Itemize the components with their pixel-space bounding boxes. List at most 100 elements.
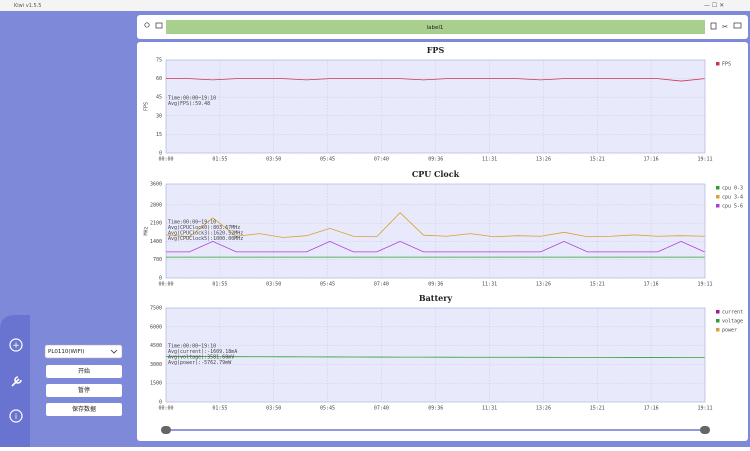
legend-label: cpu 3-4 (722, 195, 743, 201)
button-label: 暂停 (78, 386, 90, 394)
series-line (166, 241, 705, 253)
chart-title: CPU Clock (412, 169, 460, 179)
x-tick-label: 09:36 (428, 282, 443, 288)
y-tick-label: 0 (159, 400, 162, 406)
annotation: Avg(current):-1609.18mA (168, 349, 237, 355)
legend-swatch (716, 328, 720, 332)
y-tick-label: 45 (156, 95, 162, 101)
annotation: Time:00:00~19:10 (168, 344, 216, 350)
x-tick-label: 17:16 (644, 406, 659, 412)
x-tick-label: 15:21 (590, 282, 605, 288)
toolbar-label: label1 (427, 25, 444, 31)
legend-label: current (722, 310, 743, 316)
y-tick-label: 0 (159, 276, 162, 282)
window-controls[interactable]: — ☐ ✕ (704, 2, 724, 9)
series-line (166, 356, 705, 358)
x-tick-label: 00:00 (158, 282, 173, 288)
title-bar (0, 0, 750, 11)
image-icon[interactable] (155, 22, 163, 29)
x-tick-label: 17:16 (644, 282, 659, 288)
y-axis-label: MHz (144, 226, 150, 235)
annotation: Avg(FPS):59.48 (168, 101, 210, 107)
legend-swatch (716, 195, 720, 199)
info-icon-glyph: i (15, 412, 17, 421)
plot-area (165, 59, 706, 154)
legend-swatch (716, 319, 720, 323)
x-tick-label: 13:26 (536, 406, 551, 412)
x-tick-label: 15:21 (590, 157, 605, 163)
user-icon[interactable] (144, 22, 150, 28)
x-tick-label: 07:40 (374, 157, 389, 163)
chart-title: Battery (419, 293, 453, 303)
x-tick-label: 13:26 (536, 157, 551, 163)
annotation: Avg(power):-5762.79mW (168, 360, 232, 366)
window-title: Kiwi v1.5.5 (14, 3, 41, 9)
x-tick-label: 07:40 (374, 282, 389, 288)
pause-button[interactable] (46, 384, 122, 397)
chart-title: FPS (427, 45, 445, 55)
settings-icon[interactable] (11, 376, 22, 387)
x-tick-label: 11:31 (482, 157, 497, 163)
x-tick-label: 05:45 (320, 157, 335, 163)
annotation: Avg(CPUClock0):803.67MHz (168, 225, 240, 231)
x-tick-label: 19:11 (697, 406, 712, 412)
x-tick-label: 01:55 (212, 157, 227, 163)
x-tick-label: 05:45 (320, 406, 335, 412)
annotation: Avg(CPUClock5):1000.00MHz (168, 236, 243, 242)
legend-swatch (716, 310, 720, 314)
y-tick-label: 75 (156, 58, 162, 64)
x-tick-label: 09:36 (428, 157, 443, 163)
legend-label: FPS (722, 62, 731, 68)
save-button[interactable] (46, 403, 122, 416)
y-tick-label: 6000 (150, 324, 162, 330)
y-tick-label: 2100 (150, 221, 162, 227)
annotation: Time:00:00~19:10 (168, 96, 216, 102)
y-tick-label: 4500 (150, 343, 162, 349)
y-tick-label: 2800 (150, 202, 162, 208)
label-bar (166, 20, 705, 34)
y-tick-label: 1500 (150, 381, 162, 387)
x-tick-label: 19:11 (697, 157, 712, 163)
annotation: Time:00:00~19:10 (168, 220, 216, 226)
cut-icon[interactable]: ✂ (722, 23, 728, 31)
y-tick-label: 7500 (150, 306, 162, 312)
legend-label: voltage (722, 319, 743, 325)
y-tick-label: 30 (156, 113, 162, 119)
x-tick-label: 01:55 (212, 406, 227, 412)
x-tick-label: 00:00 (158, 157, 173, 163)
y-tick-label: 1400 (150, 239, 162, 245)
legend-swatch (716, 204, 720, 208)
legend-label: cpu 5-6 (722, 204, 743, 210)
x-tick-label: 01:55 (212, 282, 227, 288)
device-name: PL0110(WIFI) (48, 349, 85, 355)
x-tick-label: 15:21 (590, 406, 605, 412)
legend-label: power (722, 328, 737, 334)
x-tick-label: 11:31 (482, 406, 497, 412)
info-icon[interactable] (9, 409, 23, 423)
folder-icon[interactable] (733, 22, 742, 29)
x-tick-label: 09:36 (428, 406, 443, 412)
device-select[interactable] (44, 344, 123, 359)
add-icon[interactable] (9, 338, 23, 352)
start-button[interactable] (46, 365, 122, 378)
add-icon-glyph: + (12, 341, 20, 351)
plot-area (165, 307, 706, 403)
x-tick-label: 11:31 (482, 282, 497, 288)
series-line (166, 212, 705, 238)
button-label: 保存数据 (72, 405, 96, 413)
save-icon[interactable] (710, 22, 717, 30)
x-tick-label: 19:11 (697, 282, 712, 288)
legend-swatch (716, 62, 720, 66)
y-tick-label: 0 (159, 151, 162, 157)
y-tick-label: 60 (156, 76, 162, 82)
range-handle-left[interactable] (161, 426, 171, 434)
plot-area (165, 183, 706, 279)
range-handle-right[interactable] (700, 426, 710, 434)
dropdown-arrow (110, 349, 118, 354)
x-tick-label: 13:26 (536, 282, 551, 288)
annotation: Avg(voltage):3581.60mV (168, 355, 234, 361)
x-tick-label: 00:00 (158, 406, 173, 412)
y-tick-label: 15 (156, 132, 162, 138)
x-tick-label: 07:40 (374, 406, 389, 412)
